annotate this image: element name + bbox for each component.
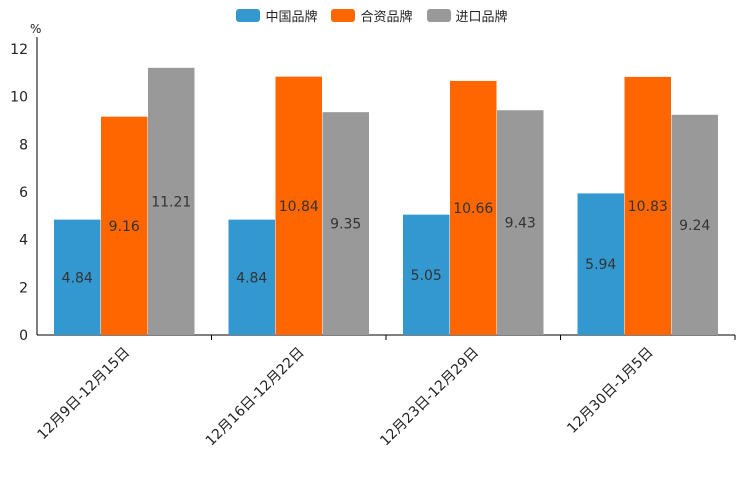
- x-category-label: 12月30日-1月5日: [564, 345, 656, 437]
- bar: [577, 193, 624, 335]
- legend-swatch-imported: [426, 9, 451, 22]
- bar-data-label: 5.05: [411, 268, 442, 284]
- y-tick-label: 12: [10, 42, 28, 58]
- bar: [450, 80, 497, 335]
- y-tick-label: 4: [19, 233, 28, 249]
- bar-data-label: 10.66: [453, 201, 493, 217]
- bar-data-label: 9.35: [330, 217, 361, 233]
- legend-swatch-china: [236, 9, 261, 22]
- y-tick-label: 10: [10, 90, 28, 106]
- bar: [54, 219, 101, 335]
- bar-data-label: 9.16: [109, 219, 140, 235]
- bar-data-label: 9.43: [505, 216, 536, 232]
- bar: [624, 76, 671, 335]
- y-tick-label: 2: [19, 280, 28, 296]
- bar: [228, 219, 275, 335]
- bar-data-label: 10.84: [279, 199, 319, 215]
- bar-data-label: 11.21: [151, 194, 191, 210]
- legend-label-joint-venture: 合资品牌: [360, 10, 413, 25]
- bar-data-label: 4.84: [236, 270, 267, 286]
- bar: [101, 116, 148, 335]
- x-category-label: 12月16日-12月22日: [203, 345, 308, 450]
- bar-data-label: 4.84: [62, 270, 93, 286]
- y-tick-label: 8: [19, 137, 28, 153]
- bar: [497, 110, 544, 335]
- legend-item-joint-venture[interactable]: 合资品牌: [331, 6, 413, 25]
- legend-item-imported[interactable]: 进口品牌: [426, 6, 508, 25]
- y-tick-label: 0: [19, 328, 28, 344]
- bar: [148, 67, 195, 335]
- x-category-label: 12月9日-12月15日: [35, 345, 134, 444]
- y-axis-unit: %: [30, 22, 41, 36]
- bar-data-label: 5.94: [585, 257, 616, 273]
- x-category-label: 12月23日-12月29日: [377, 345, 482, 450]
- bar: [671, 114, 718, 335]
- legend-swatch-joint-venture: [331, 9, 356, 22]
- bar: [322, 112, 369, 336]
- legend-item-china[interactable]: 中国品牌: [236, 6, 317, 25]
- bar: [275, 76, 322, 335]
- bar: [403, 214, 450, 335]
- legend-label-china: 中国品牌: [265, 10, 318, 25]
- bar-data-label: 9.24: [679, 218, 710, 234]
- legend-label-imported: 进口品牌: [455, 10, 508, 25]
- y-tick-label: 6: [19, 185, 28, 201]
- bar-data-label: 10.83: [628, 199, 668, 215]
- legend: 中国品牌 合资品牌 进口品牌: [0, 6, 744, 25]
